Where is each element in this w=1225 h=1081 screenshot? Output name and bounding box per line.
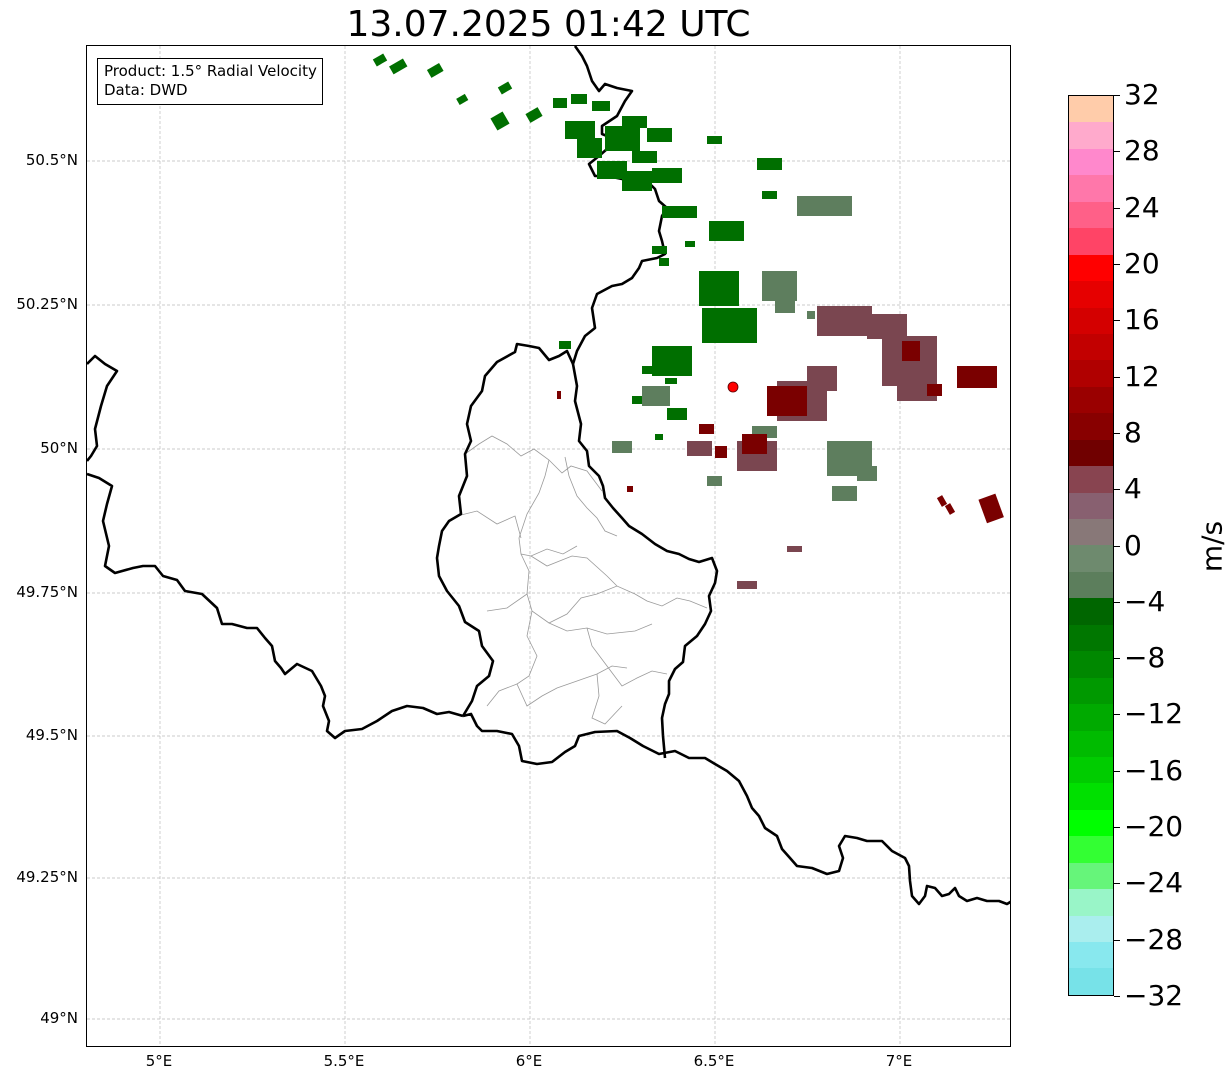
- country-borders: [87, 46, 1010, 906]
- echo-green: [372, 53, 782, 440]
- colorbar-segment: [1069, 624, 1113, 652]
- colorbar-tick-label: −16: [1124, 753, 1184, 787]
- colorbar-tick: [1114, 151, 1120, 153]
- colorbar-tick: [1114, 658, 1120, 660]
- colorbar-tick-label: 24: [1124, 190, 1160, 224]
- colorbar-segment: [1069, 413, 1113, 440]
- colorbar-segment: [1069, 148, 1113, 176]
- colorbar-tick-label: −20: [1124, 810, 1184, 844]
- colorbar: [1068, 95, 1114, 996]
- colorbar-segment: [1069, 254, 1113, 282]
- colorbar-segment: [1069, 386, 1113, 414]
- colorbar-tick: [1114, 770, 1120, 772]
- colorbar-segment: [1069, 677, 1113, 705]
- colorbar-tick-label: 32: [1124, 78, 1160, 111]
- colorbar-segment: [1069, 968, 1113, 995]
- colorbar-tick: [1114, 883, 1120, 885]
- lat-label-50-5: 50.5°N: [25, 151, 78, 169]
- colorbar-tick-label: −8: [1124, 641, 1166, 675]
- colorbar-segment: [1069, 545, 1113, 572]
- colorbar-segment: [1069, 360, 1113, 387]
- colorbar-segment: [1069, 889, 1113, 916]
- colorbar-tick: [1114, 95, 1120, 96]
- colorbar-tick: [1114, 996, 1120, 997]
- colorbar-tick: [1114, 545, 1120, 547]
- lat-label-49-75: 49.75°N: [16, 583, 78, 601]
- colorbar-segment: [1069, 809, 1113, 837]
- colorbar-segment: [1069, 466, 1113, 493]
- colorbar-segment: [1069, 201, 1113, 229]
- lat-label-49: 49°N: [40, 1009, 78, 1027]
- map-canvas: [87, 46, 1010, 1046]
- radar-site-marker[interactable]: [727, 381, 739, 393]
- colorbar-segment: [1069, 281, 1113, 308]
- colorbar-tick-label: 0: [1124, 528, 1142, 562]
- colorbar-segment: [1069, 96, 1113, 123]
- colorbar-tick-label: −12: [1124, 697, 1184, 731]
- map-title: 13.07.2025 01:42 UTC: [346, 4, 751, 45]
- colorbar-segment: [1069, 756, 1113, 784]
- colorbar-segment: [1069, 122, 1113, 149]
- colorbar-segment: [1069, 333, 1113, 361]
- product-label: Product: 1.5° Radial Velocity: [104, 62, 317, 80]
- colorbar-segment: [1069, 730, 1113, 757]
- colorbar-tick-label: 20: [1124, 246, 1160, 280]
- colorbar-segment: [1069, 228, 1113, 255]
- colorbar-unit: m/s: [1195, 520, 1225, 573]
- colorbar-tick-label: 16: [1124, 303, 1160, 337]
- colorbar-tick-label: 8: [1124, 415, 1142, 449]
- colorbar-tick-label: −24: [1124, 866, 1184, 900]
- colorbar-tick: [1114, 827, 1120, 829]
- lat-label-49-25: 49.25°N: [16, 868, 78, 886]
- colorbar-tick: [1114, 714, 1120, 716]
- lat-label-50-25: 50.25°N: [16, 295, 78, 313]
- colorbar-tick-label: −28: [1124, 922, 1184, 956]
- data-source-label: Data: DWD: [104, 81, 188, 99]
- colorbar-segment: [1069, 651, 1113, 678]
- lon-label-7: 7°E: [885, 1052, 913, 1070]
- map-panel[interactable]: [86, 45, 1011, 1047]
- colorbar-tick: [1114, 432, 1120, 434]
- colorbar-tick: [1114, 601, 1120, 603]
- colorbar-segment: [1069, 598, 1113, 625]
- colorbar-tick: [1114, 320, 1120, 322]
- lon-label-5-5: 5.5°E: [323, 1052, 365, 1070]
- colorbar-tick: [1114, 376, 1120, 378]
- colorbar-tick-label: −32: [1124, 979, 1184, 1012]
- lat-label-49-5: 49.5°N: [25, 726, 78, 744]
- gridlines: [87, 46, 1010, 1046]
- colorbar-segment: [1069, 439, 1113, 467]
- colorbar-tick-label: 28: [1124, 134, 1160, 168]
- colorbar-segment: [1069, 175, 1113, 202]
- colorbar-tick: [1114, 939, 1120, 941]
- colorbar-tick: [1114, 207, 1120, 209]
- echo-darkred: [557, 341, 1004, 524]
- colorbar-segment: [1069, 915, 1113, 942]
- colorbar-segment: [1069, 571, 1113, 599]
- colorbar-segment: [1069, 942, 1113, 969]
- canton-borders: [456, 435, 708, 725]
- colorbar-tick-label: 4: [1124, 472, 1142, 506]
- colorbar-segment: [1069, 862, 1113, 890]
- colorbar-tick: [1114, 489, 1120, 491]
- colorbar-tick: [1114, 263, 1120, 265]
- colorbar-segment: [1069, 836, 1113, 863]
- colorbar-segment: [1069, 519, 1113, 546]
- colorbar-segment: [1069, 307, 1113, 334]
- lat-label-50: 50°N: [40, 439, 78, 457]
- colorbar-segment: [1069, 492, 1113, 519]
- product-info-box: Product: 1.5° Radial Velocity Data: DWD: [97, 58, 323, 105]
- colorbar-tick-label: −4: [1124, 584, 1166, 618]
- lon-label-6: 6°E: [515, 1052, 543, 1070]
- lon-label-5: 5°E: [145, 1052, 173, 1070]
- colorbar-segment: [1069, 704, 1113, 731]
- colorbar-tick-label: 12: [1124, 359, 1160, 393]
- colorbar-segment: [1069, 783, 1113, 810]
- lon-label-6-5: 6.5°E: [693, 1052, 735, 1070]
